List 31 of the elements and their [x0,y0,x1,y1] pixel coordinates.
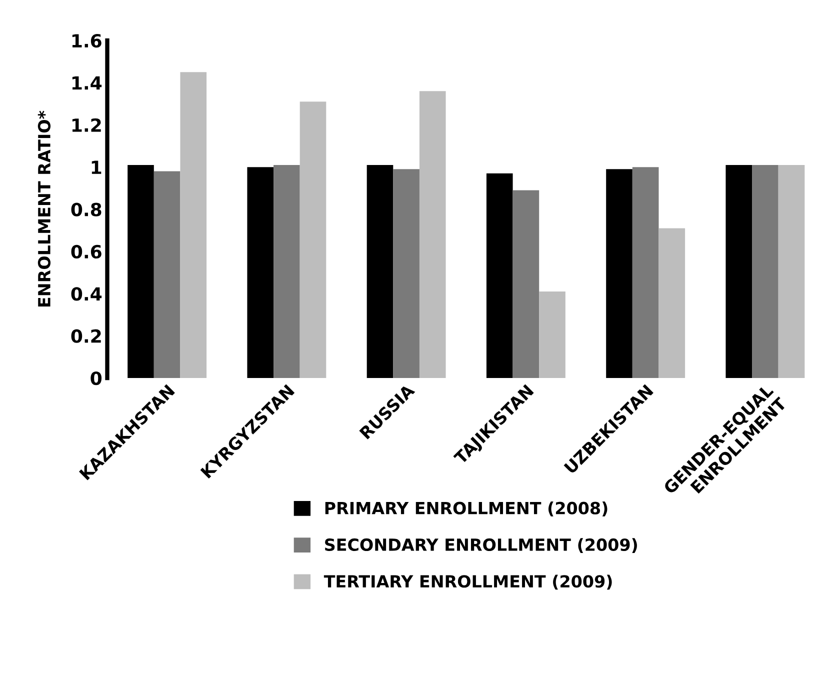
bar [128,164,154,378]
bar [180,72,207,378]
y-tick-label: 0.2 [71,329,101,343]
legend-label: SECONDARY ENROLLMENT (2009) [325,538,637,553]
bar [752,164,778,378]
bar [632,167,659,378]
bar [300,102,326,378]
y-tick-label: 0.6 [71,244,102,259]
y-tick-label: 0.8 [71,202,102,216]
bar [154,171,180,378]
bar [274,164,300,378]
bar [658,228,686,378]
y-axis-title: ENROLLMENT RATIO* [38,110,51,306]
legend-label: TERTIARY ENROLLMENT (2009) [324,574,612,590]
y-tick-label: 1.4 [72,76,102,90]
legend-label: PRIMARY ENROLLMENT (2008) [325,502,608,516]
bar [486,173,513,378]
y-tick-label: 1 [92,160,102,174]
bar [512,190,540,378]
bar [778,164,805,378]
bar [393,169,420,378]
bar [366,164,394,378]
y-tick-label: 0.4 [71,287,102,301]
bar [419,91,446,378]
y-tick-label: 1.2 [72,118,101,132]
y-tick-label: 1.6 [72,34,102,48]
bar [247,167,274,378]
bar [606,169,632,378]
y-tick-label: 0 [90,371,102,386]
bar [726,164,752,378]
bar [539,292,566,378]
